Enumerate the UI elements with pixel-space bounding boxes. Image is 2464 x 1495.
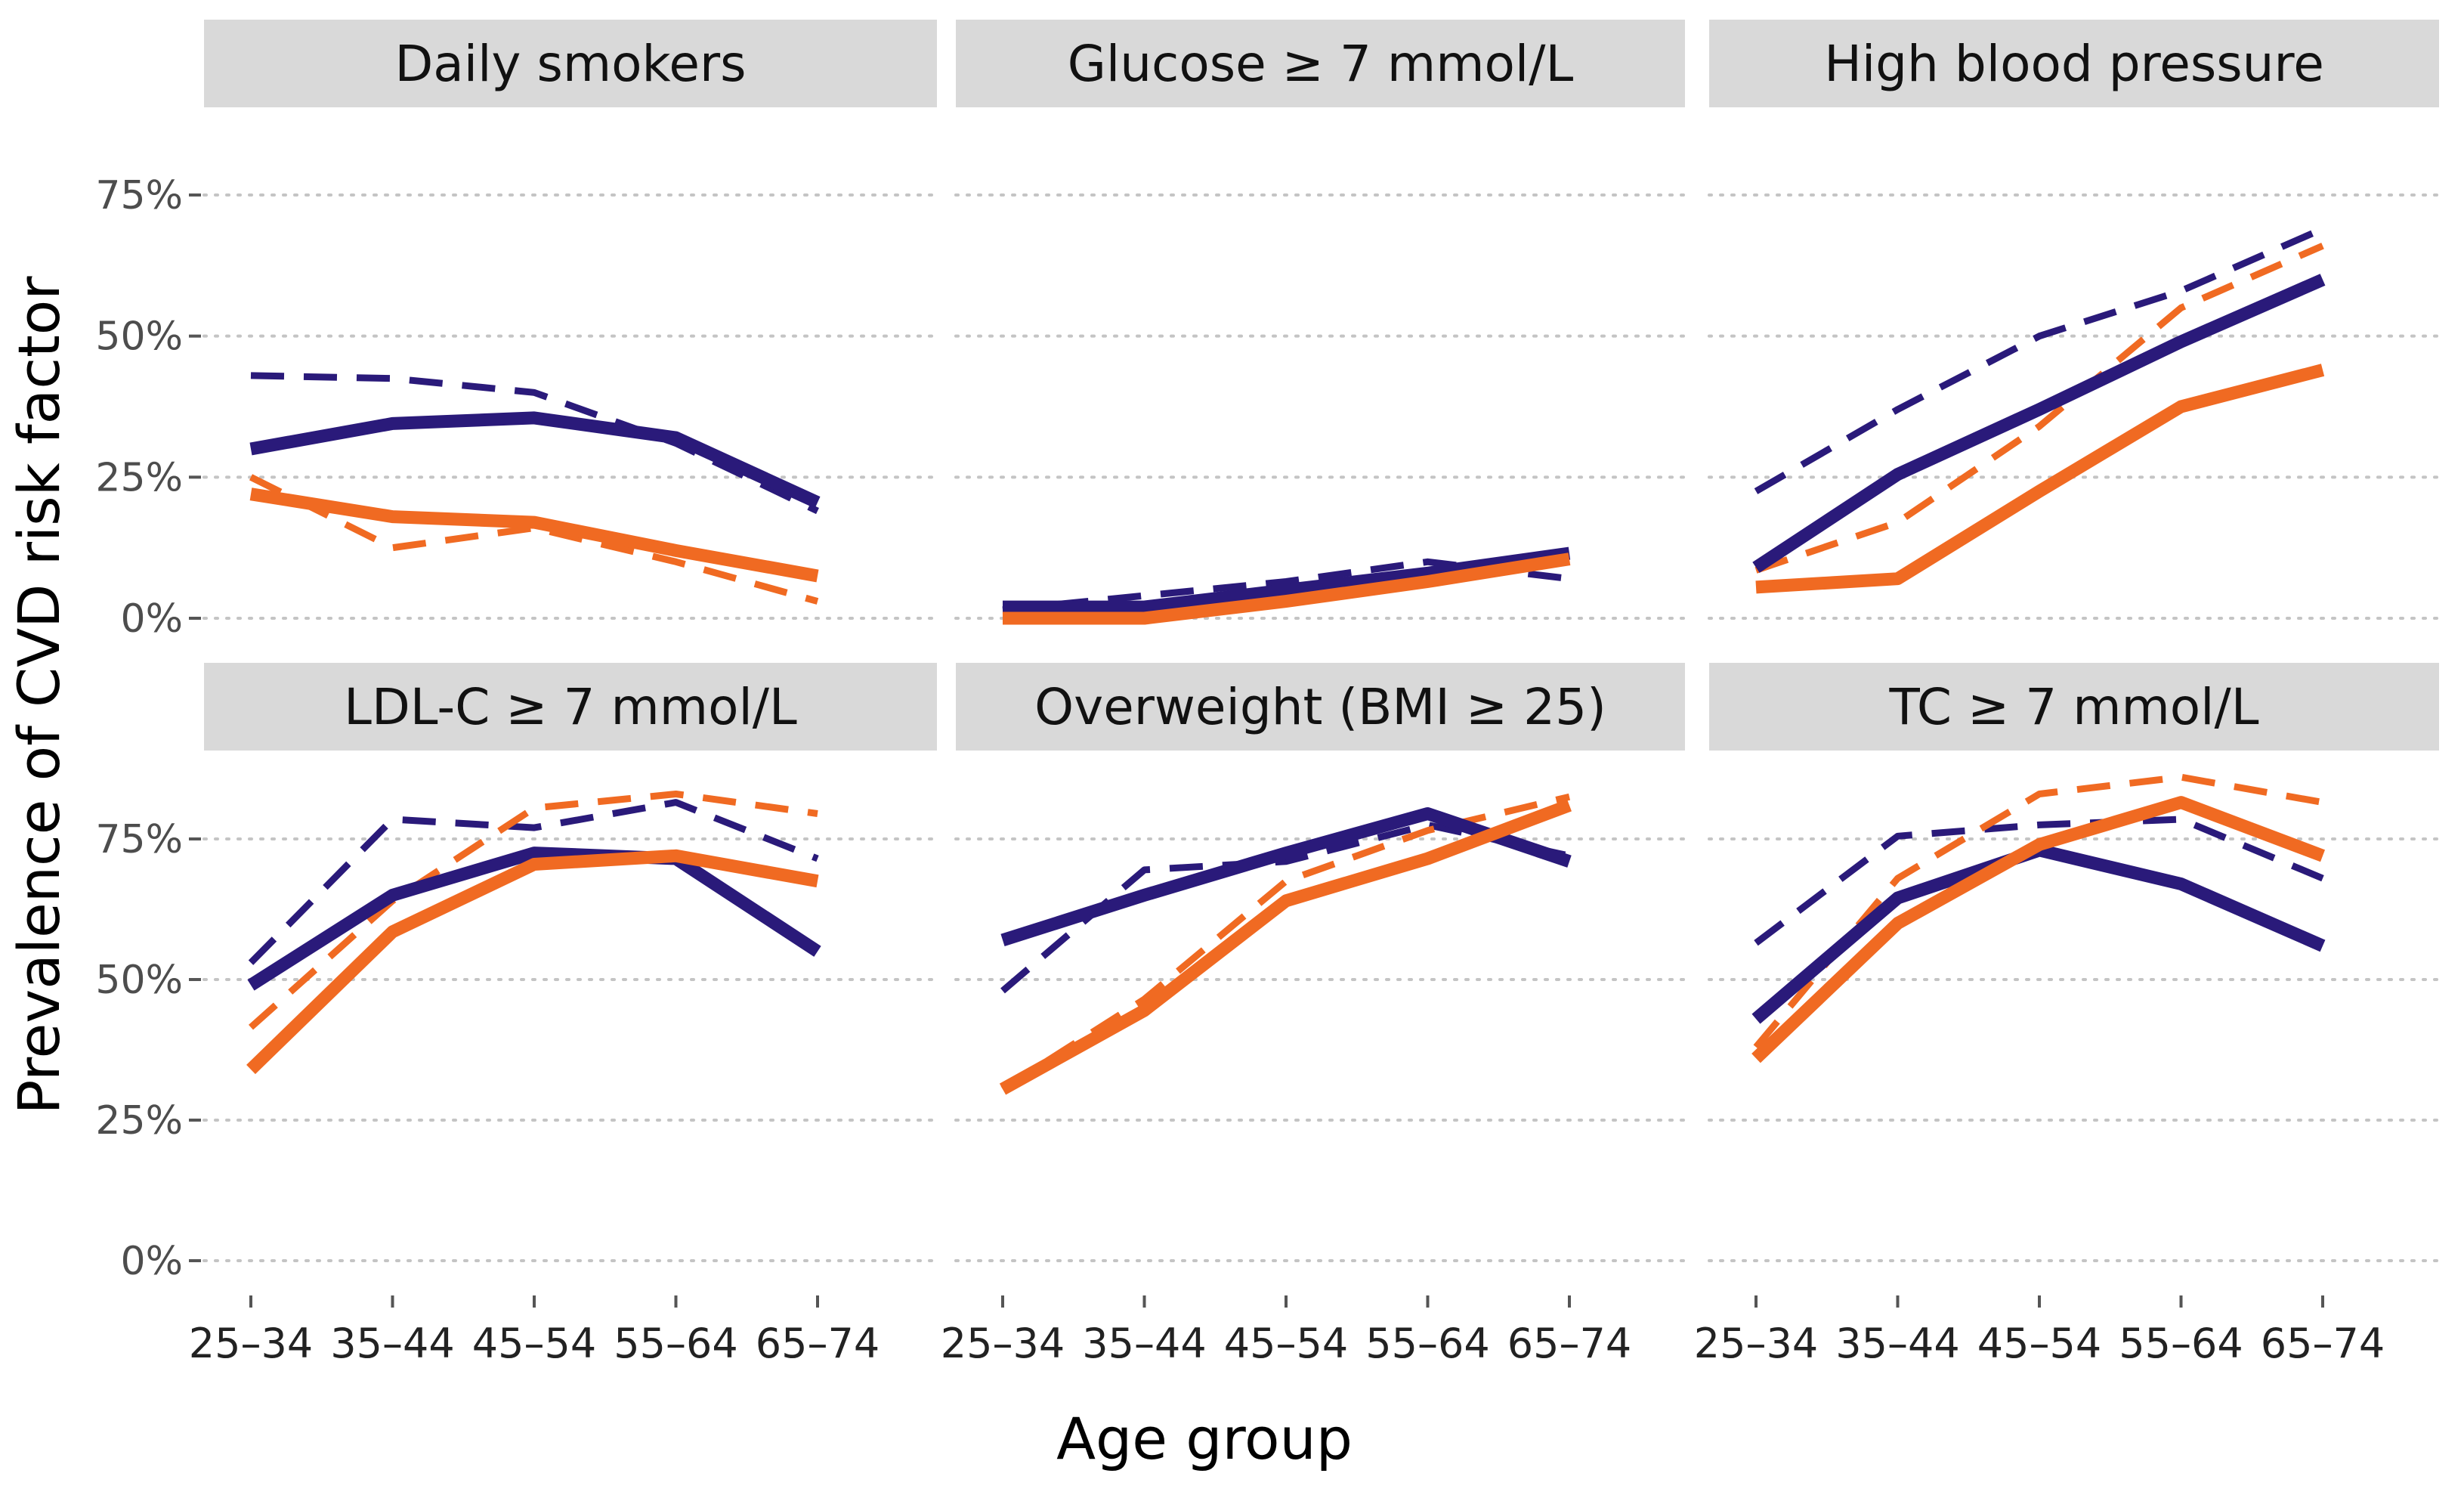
series-line-tc-7-mmol-l-orange-solid — [1751, 796, 2325, 1063]
y-tick-label: 0% — [121, 596, 184, 642]
panel-title: Overweight (BMI ≥ 25) — [1034, 678, 1606, 736]
strip-layer: Daily smokers Glucose ≥ 7 mmol/L High bloo… — [204, 20, 2439, 751]
series-line-tc-7-mmol-l-orange-dashed — [1753, 773, 2323, 1050]
strip-high-blood-pressure — [1709, 20, 2439, 107]
y-tick-label: 75% — [95, 173, 183, 218]
series-line-daily-smokers-orange-solid — [249, 488, 819, 583]
x-tick-label: 25–34 — [941, 1320, 1065, 1367]
series-line-ldl-c-7-mmol-l-dark-dashed — [248, 799, 819, 965]
series-line-overweight-bmi-25-dark-solid — [1000, 807, 1572, 947]
series-line-ldl-c-7-mmol-l-orange-dashed — [249, 791, 818, 1030]
panel-title: Glucose ≥ 7 mmol/L — [1068, 35, 1574, 93]
series-line-high-blood-pressure-orange-solid — [1755, 364, 2325, 594]
x-tick-label: 45–54 — [1224, 1320, 1348, 1367]
series-line-high-blood-pressure-dark-dashed — [1754, 225, 2324, 494]
series-line-ldl-c-7-mmol-l-dark-solid — [247, 847, 821, 991]
y-tick-label: 25% — [95, 455, 183, 500]
x-tick-label: 55–64 — [1365, 1320, 1489, 1367]
panel-title: TC ≥ 7 mmol/L — [1888, 678, 2258, 736]
y-tick-label: 50% — [95, 958, 183, 1003]
x-tick-label: 55–64 — [2119, 1320, 2243, 1367]
x-tick-label: 65–74 — [1507, 1320, 1631, 1367]
series-line-high-blood-pressure-dark-solid — [1752, 274, 2326, 573]
series-layer — [246, 225, 2326, 1095]
x-tick-label: 65–74 — [756, 1320, 880, 1367]
series-line-tc-7-mmol-l-dark-dashed — [1754, 816, 2324, 946]
x-axis-title: Age group — [1056, 1405, 1353, 1472]
series-line-daily-smokers-dark-dashed — [250, 372, 819, 515]
strip-overweight-bmi-25 — [956, 663, 1685, 751]
x-tick-label: 25–34 — [1694, 1320, 1818, 1367]
strip-daily-smokers — [204, 20, 937, 107]
y-axis-layer: 0% 25% 50% 75% 0% 25% 50% 75% — [95, 173, 201, 1284]
x-tick-label: 45–54 — [1977, 1320, 2101, 1367]
series-line-glucose-7-mmol-l-dark-dashed — [1002, 558, 1570, 614]
x-tick-label: 35–44 — [1835, 1320, 1959, 1367]
series-line-overweight-bmi-25-orange-dashed — [1000, 793, 1571, 1092]
x-tick-label: 45–54 — [472, 1320, 596, 1367]
x-tick-label: 65–74 — [2261, 1320, 2385, 1367]
y-tick-label: 25% — [95, 1098, 183, 1144]
strip-glucose-7-mmol-l — [956, 20, 1685, 107]
series-line-glucose-7-mmol-l-orange-solid — [1003, 552, 1571, 625]
x-tick-label: 35–44 — [330, 1320, 454, 1367]
x-tick-label: 35–44 — [1082, 1320, 1206, 1367]
x-tick-label: 55–64 — [614, 1320, 737, 1367]
panel-title: Daily smokers — [394, 35, 746, 93]
series-line-high-blood-pressure-orange-dashed — [1754, 243, 2324, 574]
series-line-daily-smokers-orange-dashed — [249, 474, 819, 605]
series-line-overweight-bmi-25-orange-solid — [999, 799, 1572, 1095]
panel-title: LDL-C ≥ 7 mmol/L — [344, 678, 797, 736]
strip-tc-7-mmol-l — [1709, 663, 2439, 751]
y-axis-title: Prevalence of CVD risk factor — [5, 276, 73, 1115]
y-tick-label: 0% — [121, 1239, 184, 1284]
y-tick-label: 50% — [95, 314, 183, 360]
series-line-daily-smokers-dark-solid — [249, 411, 821, 509]
series-line-ldl-c-7-mmol-l-orange-solid — [246, 849, 819, 1075]
y-tick-label: 75% — [95, 817, 183, 862]
panel-title: High blood pressure — [1824, 35, 2324, 93]
x-tick-label: 25–34 — [189, 1320, 313, 1367]
series-line-glucose-7-mmol-l-dark-solid — [1003, 546, 1571, 614]
x-axis-layer: 25–34 35–44 45–54 55–64 65–74 25–34 35–44 45–54… — [189, 1295, 2385, 1367]
strip-ldl-c-7-mmol-l — [204, 663, 937, 751]
